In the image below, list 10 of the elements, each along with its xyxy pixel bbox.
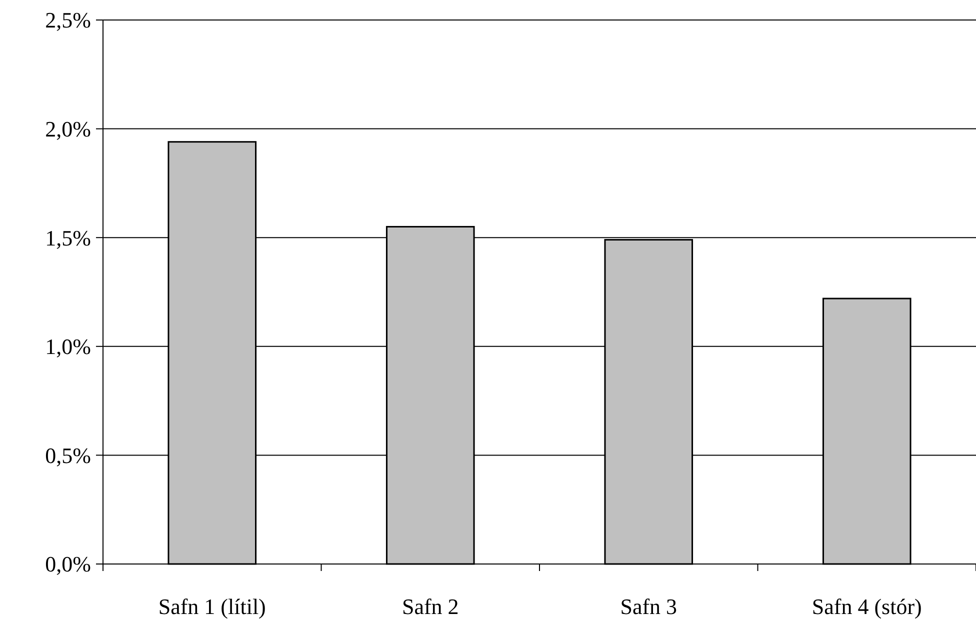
x-tick-label: Safn 1 (lítil) bbox=[158, 594, 266, 619]
y-tick-label: 2,0% bbox=[45, 116, 91, 142]
y-tick-label: 0,0% bbox=[45, 552, 91, 577]
x-tick-label: Safn 4 (stór) bbox=[812, 594, 922, 619]
y-tick-label: 0,5% bbox=[45, 442, 91, 468]
x-tick-label: Safn 3 bbox=[620, 594, 678, 619]
y-tick-label: 1,0% bbox=[45, 334, 91, 360]
y-tick-label: 1,5% bbox=[45, 225, 91, 250]
y-tick-label: 2,5% bbox=[45, 8, 91, 33]
x-tick-label: Safn 2 bbox=[402, 594, 459, 619]
